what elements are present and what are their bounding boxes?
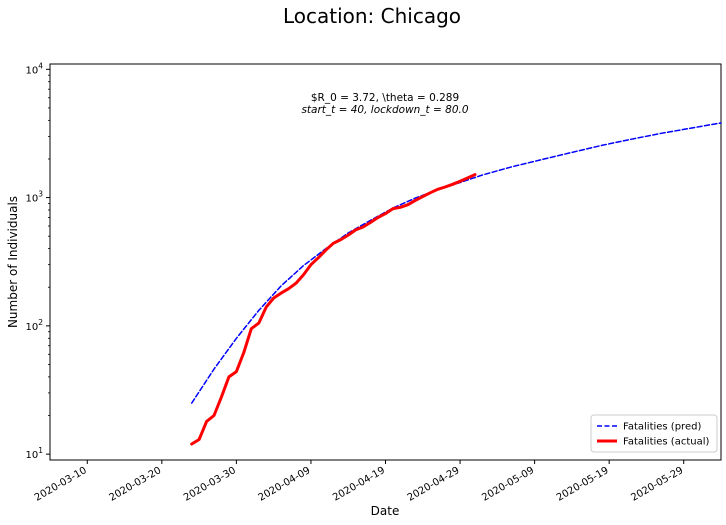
legend-box	[590, 414, 718, 453]
y-tick-exponent: 3	[38, 190, 43, 199]
y-tick-label: 103	[25, 190, 43, 205]
series-line-actual	[190, 173, 477, 446]
y-tick-base: 10	[25, 450, 38, 461]
y-tick-exponent: 4	[38, 61, 43, 70]
series-layer	[190, 122, 722, 446]
x-axis-title: Date	[371, 504, 400, 518]
chart-title: Location: Chicago	[283, 4, 461, 28]
y-axis-title: Number of Individuals	[6, 196, 20, 328]
plot-area	[49, 63, 722, 461]
annotation-line-2: start_t = 40, lockdown_t = 80.0	[301, 104, 468, 116]
annotation-line-1: $R_0 = 3.72, \theta = 0.289	[311, 92, 459, 104]
y-tick-label: 104	[25, 61, 43, 76]
y-tick-exponent: 1	[38, 446, 43, 455]
legend: Fatalities (pred) Fatalities (actual)	[590, 414, 718, 453]
y-tick-label: 102	[25, 318, 43, 333]
y-tick-base: 10	[25, 65, 38, 76]
y-tick-exponent: 2	[38, 318, 43, 327]
legend-label-pred: Fatalities (pred)	[623, 422, 701, 433]
y-tick-base: 10	[25, 194, 38, 205]
legend-label-actual: Fatalities (actual)	[623, 437, 710, 448]
y-tick-label: 101	[25, 446, 43, 461]
series-line-pred	[190, 122, 722, 404]
y-tick-base: 10	[25, 322, 38, 333]
